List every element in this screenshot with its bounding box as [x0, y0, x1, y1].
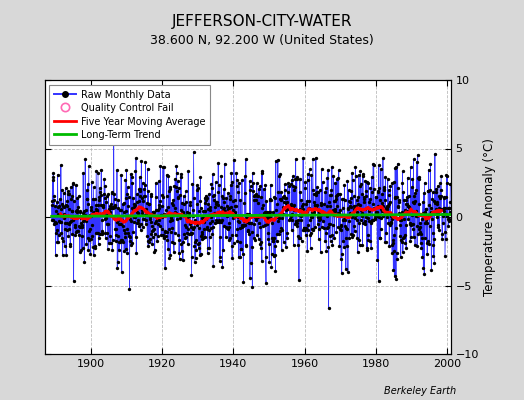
Y-axis label: Temperature Anomaly (°C): Temperature Anomaly (°C) [483, 138, 496, 296]
Text: 38.600 N, 92.200 W (United States): 38.600 N, 92.200 W (United States) [150, 34, 374, 47]
Text: JEFFERSON-CITY-WATER: JEFFERSON-CITY-WATER [172, 14, 352, 29]
Legend: Raw Monthly Data, Quality Control Fail, Five Year Moving Average, Long-Term Tren: Raw Monthly Data, Quality Control Fail, … [49, 85, 210, 145]
Text: Berkeley Earth: Berkeley Earth [384, 386, 456, 396]
